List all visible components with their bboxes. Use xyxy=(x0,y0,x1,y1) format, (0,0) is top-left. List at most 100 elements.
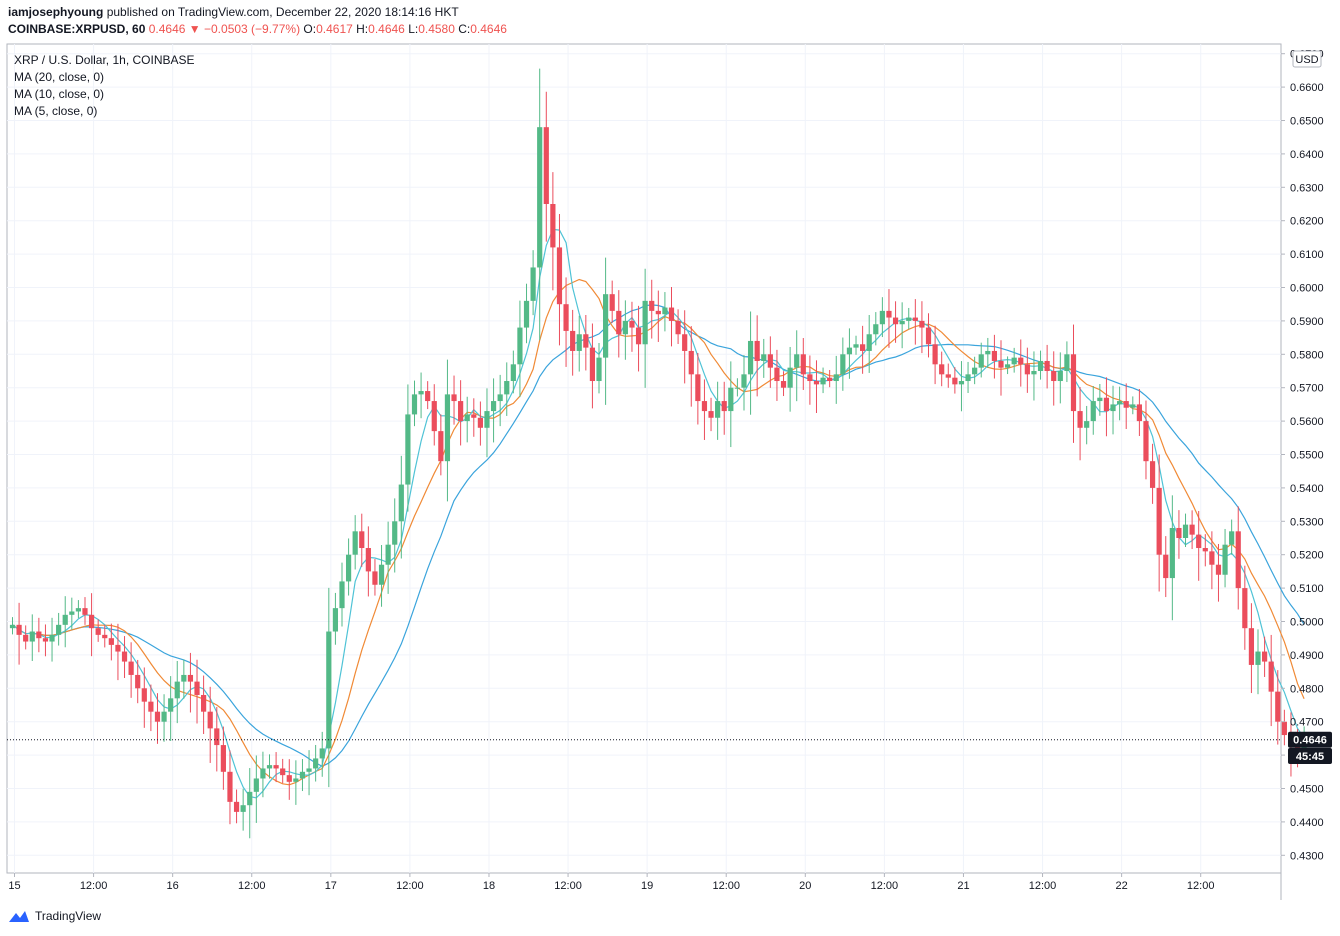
candle-down[interactable] xyxy=(682,310,688,384)
candle-down[interactable] xyxy=(945,363,951,388)
candle-down[interactable] xyxy=(1143,400,1149,480)
candle-up[interactable] xyxy=(537,68,543,341)
candle-up[interactable] xyxy=(444,359,451,502)
candle-up[interactable] xyxy=(326,587,332,788)
candle-up[interactable] xyxy=(1169,495,1175,621)
candle-down[interactable] xyxy=(609,280,615,323)
candle-down[interactable] xyxy=(438,414,444,476)
candle-down[interactable] xyxy=(135,659,141,704)
candle-down[interactable] xyxy=(543,91,549,242)
candle-up[interactable] xyxy=(299,759,306,792)
candle-down[interactable] xyxy=(1123,383,1129,430)
candle-up[interactable] xyxy=(405,384,411,512)
candle-up[interactable] xyxy=(840,337,846,391)
candle-down[interactable] xyxy=(1149,443,1156,504)
candle-down[interactable] xyxy=(36,617,42,653)
candle-down[interactable] xyxy=(583,314,589,371)
price-axis[interactable]: 0.43000.44000.45000.46000.47000.48000.49… xyxy=(1281,49,1324,863)
candle-down[interactable] xyxy=(88,593,95,657)
candle-up[interactable] xyxy=(398,455,404,559)
candle-up[interactable] xyxy=(56,612,62,646)
candle-down[interactable] xyxy=(121,636,128,679)
candle-up[interactable] xyxy=(1097,383,1103,416)
candle-up[interactable] xyxy=(253,755,259,823)
candle-up[interactable] xyxy=(873,312,879,346)
candle-up[interactable] xyxy=(345,538,352,596)
candle-up[interactable] xyxy=(1037,350,1044,380)
candle-down[interactable] xyxy=(991,334,998,379)
candle-up[interactable] xyxy=(794,330,800,402)
candle-down[interactable] xyxy=(1051,351,1057,406)
candle-up[interactable] xyxy=(761,338,767,378)
candle-down[interactable] xyxy=(1215,543,1222,602)
candle-down[interactable] xyxy=(194,659,200,724)
candle-up[interactable] xyxy=(906,307,912,330)
candle-up[interactable] xyxy=(1117,386,1123,421)
candle-down[interactable] xyxy=(800,338,806,390)
candle-down[interactable] xyxy=(570,309,576,376)
candle-up[interactable] xyxy=(576,315,582,372)
candle-down[interactable] xyxy=(95,619,101,642)
candle-down[interactable] xyxy=(1163,536,1169,598)
candle-down[interactable] xyxy=(154,693,161,744)
candle-down[interactable] xyxy=(115,623,121,681)
candle-down[interactable] xyxy=(148,684,154,732)
candle-up[interactable] xyxy=(846,328,853,379)
candle-down[interactable] xyxy=(932,325,938,385)
candle-down[interactable] xyxy=(767,336,773,388)
candle-down[interactable] xyxy=(780,371,787,397)
candle-down[interactable] xyxy=(556,214,563,346)
candle-down[interactable] xyxy=(1262,636,1268,677)
candle-down[interactable] xyxy=(1209,531,1215,590)
candle-up[interactable] xyxy=(1130,396,1136,415)
candle-up[interactable] xyxy=(1004,356,1011,375)
candle-down[interactable] xyxy=(286,759,292,800)
candle-down[interactable] xyxy=(860,325,866,374)
candle-up[interactable] xyxy=(352,515,358,570)
candle-down[interactable] xyxy=(16,602,22,665)
candle-down[interactable] xyxy=(695,352,701,425)
candle-up[interactable] xyxy=(972,356,978,385)
candle-up[interactable] xyxy=(879,297,885,338)
candle-down[interactable] xyxy=(1235,506,1241,610)
candle-up[interactable] xyxy=(662,292,668,332)
candle-up[interactable] xyxy=(642,268,648,388)
candle-up[interactable] xyxy=(833,355,839,404)
candle-down[interactable] xyxy=(629,301,635,352)
candle-up[interactable] xyxy=(517,300,523,398)
candle-up[interactable] xyxy=(787,346,793,412)
candle-up[interactable] xyxy=(75,600,81,619)
time-axis[interactable]: 15 12:00 16 12:00 17 12:00 18 12:00 19 12:00 20 12:… xyxy=(8,873,1214,892)
candle-up[interactable] xyxy=(504,362,510,416)
candle-down[interactable] xyxy=(589,323,596,409)
candle-down[interactable] xyxy=(227,750,233,825)
candle-down[interactable] xyxy=(372,559,378,596)
candle-down[interactable] xyxy=(1070,324,1077,443)
candle-up[interactable] xyxy=(820,367,826,394)
candle-up[interactable] xyxy=(715,381,721,440)
candle-down[interactable] xyxy=(1077,387,1083,461)
candle-down[interactable] xyxy=(688,326,694,407)
candle-up[interactable] xyxy=(978,342,984,378)
candle-up[interactable] xyxy=(49,617,55,662)
candle-down[interactable] xyxy=(616,290,622,358)
ma20-legend[interactable]: MA (20, close, 0) xyxy=(14,70,105,84)
candle-up[interactable] xyxy=(1090,385,1096,435)
candle-up[interactable] xyxy=(385,521,391,594)
candle-up[interactable] xyxy=(181,659,187,699)
candle-up[interactable] xyxy=(29,614,35,661)
candle-up[interactable] xyxy=(69,597,75,630)
candle-up[interactable] xyxy=(306,750,312,796)
candle-up[interactable] xyxy=(490,378,497,443)
candle-up[interactable] xyxy=(378,545,385,607)
candle-down[interactable] xyxy=(458,380,464,446)
candle-up[interactable] xyxy=(313,744,319,782)
candle-down[interactable] xyxy=(108,623,114,661)
candle-down[interactable] xyxy=(1136,388,1142,436)
candle-up[interactable] xyxy=(339,562,345,627)
candle-up[interactable] xyxy=(332,592,339,645)
candle-down[interactable] xyxy=(1044,344,1050,389)
candle-down[interactable] xyxy=(201,675,207,734)
candle-up[interactable] xyxy=(899,302,905,349)
candle-down[interactable] xyxy=(635,305,642,372)
